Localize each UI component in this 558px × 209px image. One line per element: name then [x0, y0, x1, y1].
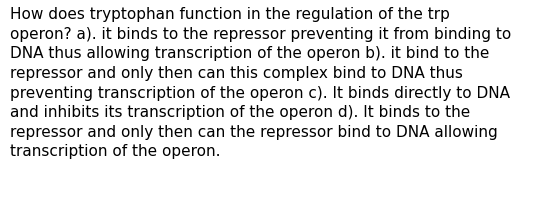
Text: How does tryptophan function in the regulation of the trp
operon? a). it binds t: How does tryptophan function in the regu…: [10, 7, 511, 159]
